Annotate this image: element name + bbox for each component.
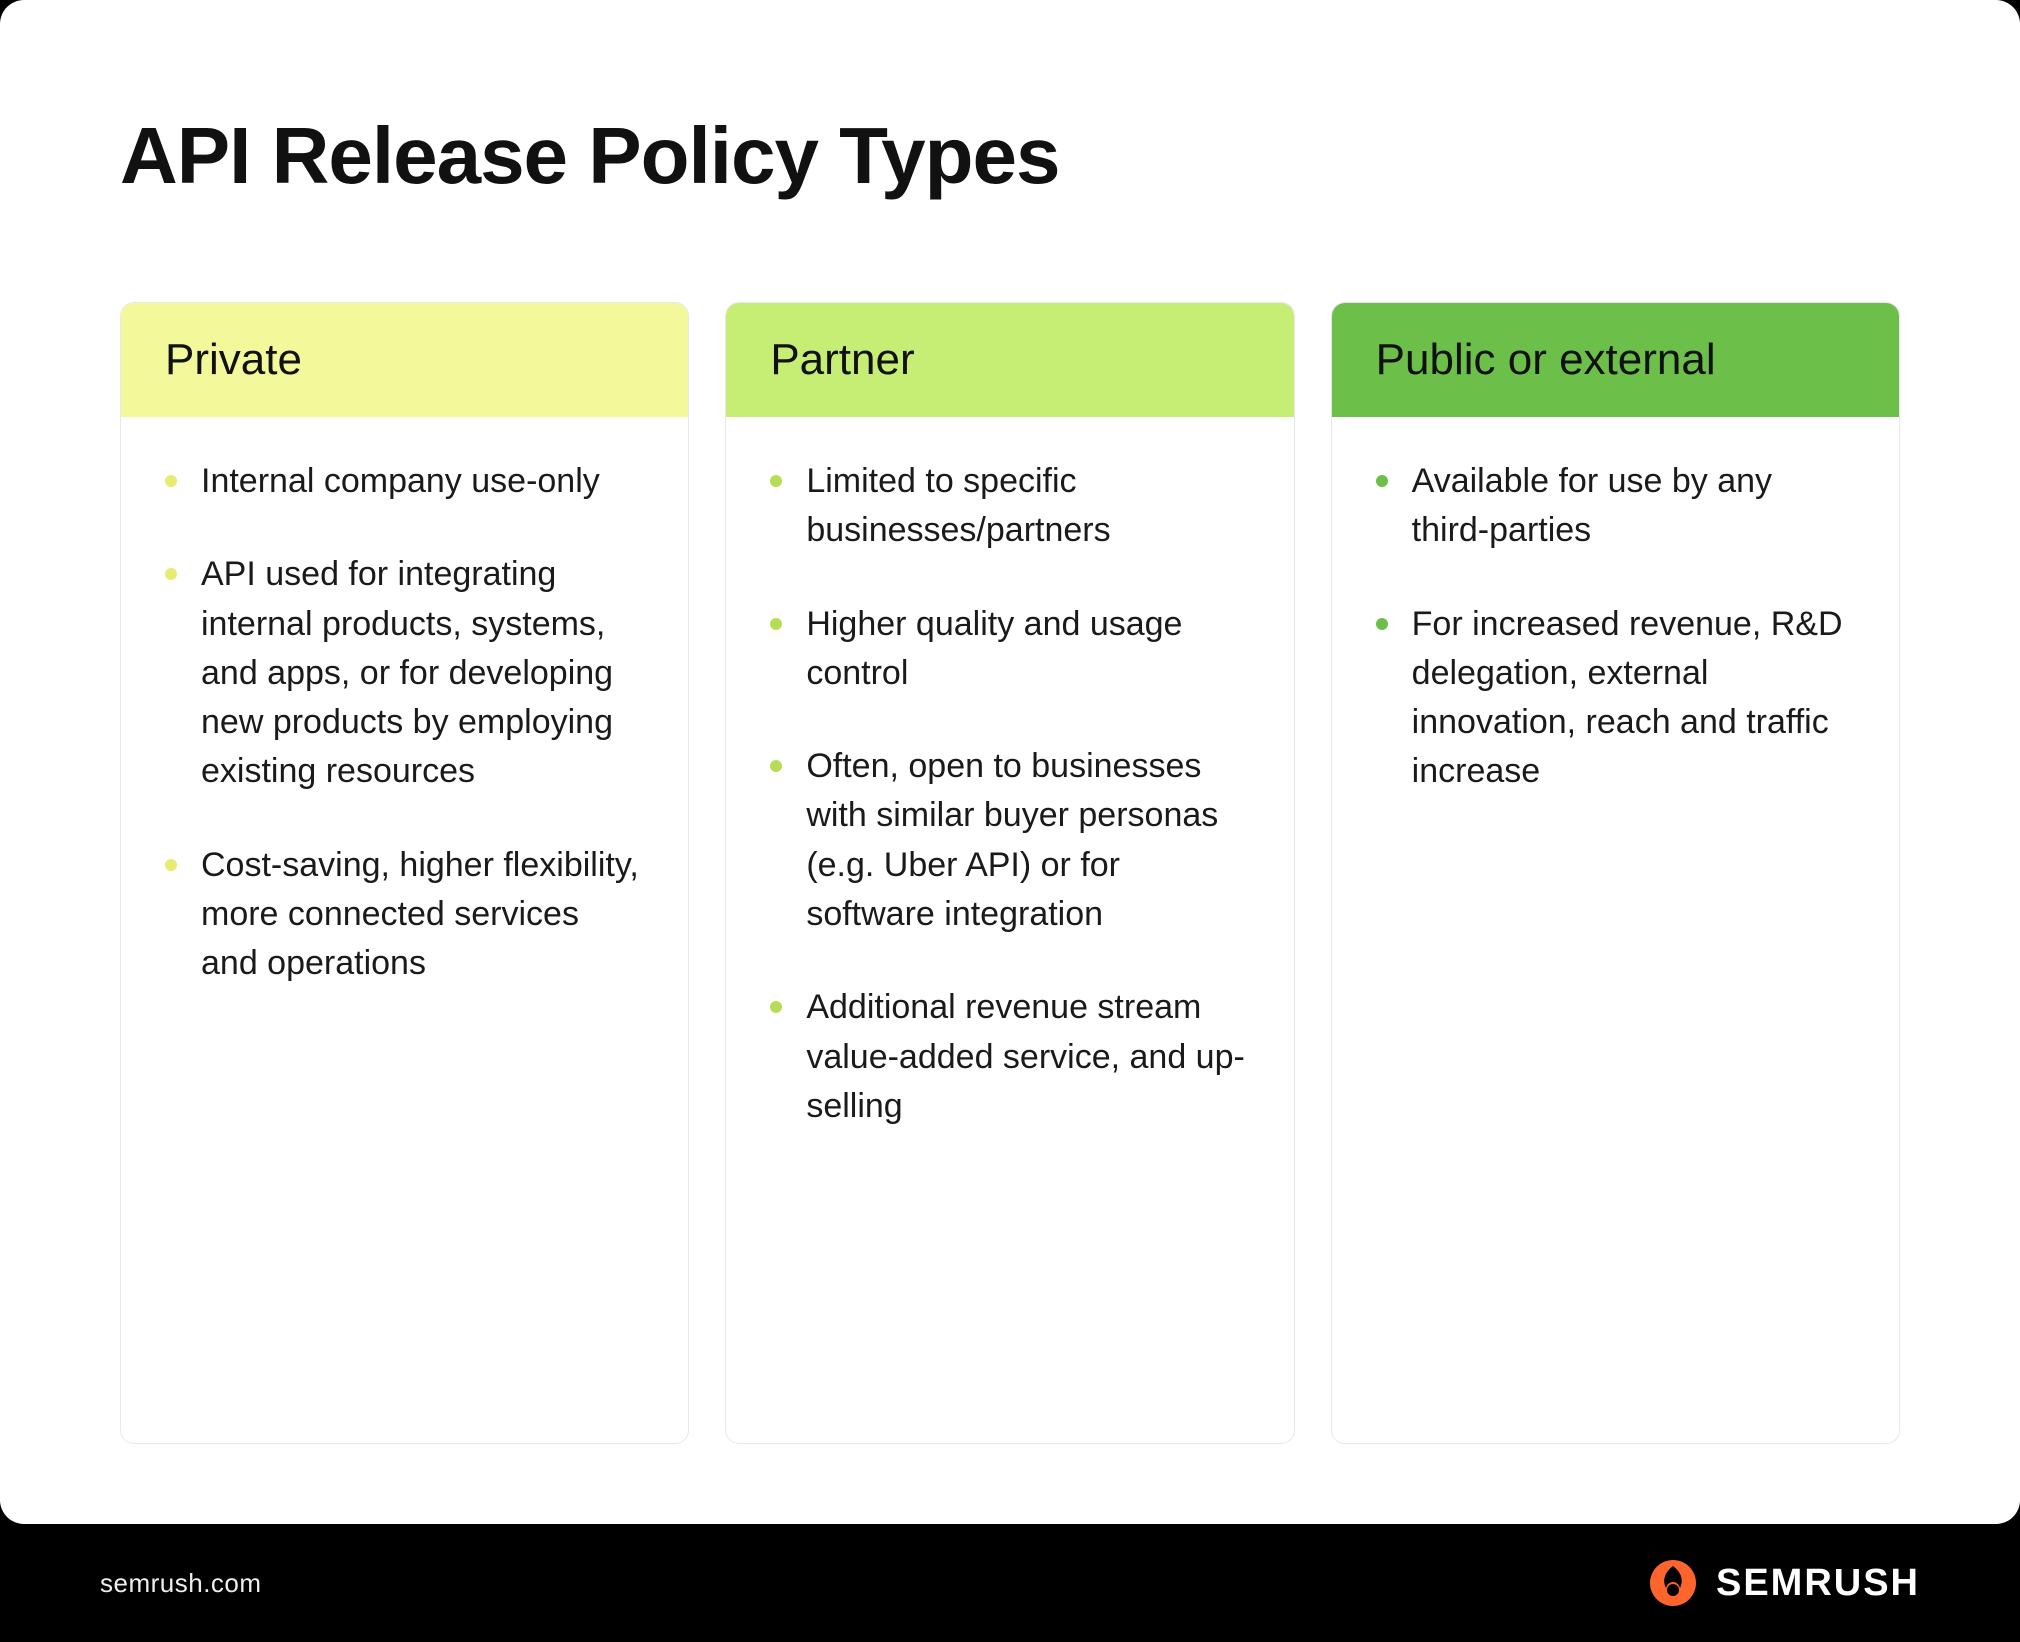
columns-container: Private Internal company use-only API used… xyxy=(120,302,1900,1444)
policy-column: Private Internal company use-only API used… xyxy=(120,302,689,1444)
page-title: API Release Policy Types xyxy=(120,110,1900,202)
footer-domain: semrush.com xyxy=(100,1568,262,1599)
bullet-list: Internal company use-only API used for in… xyxy=(165,457,644,989)
bullet-item: Higher quality and usage control xyxy=(770,600,1249,699)
bullet-item: API used for integrating internal produc… xyxy=(165,550,644,796)
bullet-item: Limited to specific businesses/partners xyxy=(770,457,1249,556)
bullet-item: Internal company use-only xyxy=(165,457,644,506)
bullet-item: Available for use by any third-parties xyxy=(1376,457,1855,556)
brand-name: SEMRUSH xyxy=(1716,1562,1920,1605)
bullet-item: Often, open to businesses with similar b… xyxy=(770,742,1249,939)
bullet-list: Limited to specific businesses/partners H… xyxy=(770,457,1249,1131)
column-header: Private xyxy=(121,303,688,417)
brand-logo: SEMRUSH xyxy=(1648,1558,1920,1608)
bullet-item: For increased revenue, R&D delegation, e… xyxy=(1376,600,1855,797)
bullet-item: Additional revenue stream value-added se… xyxy=(770,983,1249,1131)
infographic-card: API Release Policy Types Private Internal… xyxy=(0,0,2020,1524)
footer-bar: semrush.com SEMRUSH xyxy=(0,1524,2020,1642)
bullet-item: Cost-saving, higher flexibility, more co… xyxy=(165,841,644,989)
column-header: Public or external xyxy=(1332,303,1899,417)
policy-column: Public or external Available for use by a… xyxy=(1331,302,1900,1444)
column-body: Internal company use-only API used for in… xyxy=(121,417,688,1029)
column-header: Partner xyxy=(726,303,1293,417)
semrush-flame-icon xyxy=(1648,1558,1698,1608)
bullet-list: Available for use by any third-parties Fo… xyxy=(1376,457,1855,797)
policy-column: Partner Limited to specific businesses/pa… xyxy=(725,302,1294,1444)
column-body: Limited to specific businesses/partners H… xyxy=(726,417,1293,1171)
column-body: Available for use by any third-parties Fo… xyxy=(1332,417,1899,837)
